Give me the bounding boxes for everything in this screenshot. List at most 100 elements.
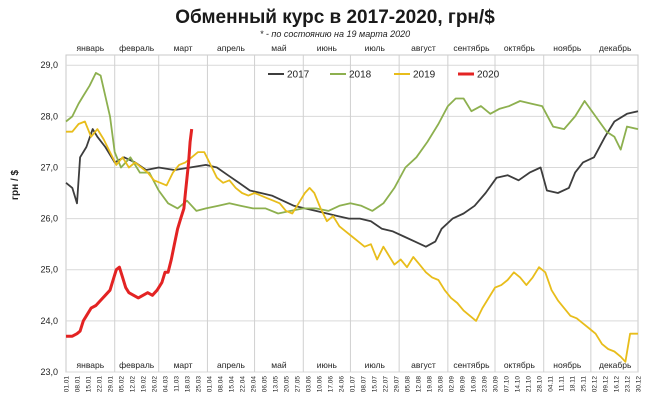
month-label-top: октябрь: [504, 43, 536, 53]
x-tick-label: 12.02: [130, 376, 137, 393]
y-tick-label: 26,0: [40, 214, 58, 224]
legend-label-2018: 2018: [349, 70, 372, 81]
x-tick-label: 19.08: [427, 376, 434, 393]
x-tick-label: 17.06: [328, 376, 335, 393]
y-axis-label: грн / $: [10, 169, 21, 200]
x-tick-label: 19.02: [141, 376, 148, 393]
grid: [65, 54, 639, 373]
month-labels-top: январь февраль март апрель май июнь июль август…: [77, 43, 632, 53]
month-label-top: декабрь: [599, 43, 632, 53]
x-tick-label: 21.10: [526, 376, 533, 393]
x-tick-label: 16.12: [614, 376, 621, 393]
x-tick-label: 25.11: [581, 376, 588, 392]
x-tick-label: 01.04: [207, 376, 214, 393]
x-tick-label: 04.11: [548, 376, 555, 392]
month-label-bottom: январь: [77, 360, 105, 370]
x-tick-label: 29.07: [394, 376, 401, 393]
month-labels-bottom: январь февраль март апрель май июнь июль август…: [77, 360, 632, 370]
plot-frame: [65, 54, 639, 373]
month-label-top: июнь: [317, 43, 338, 53]
x-tick-label: 09.12: [603, 376, 610, 393]
x-tick-label: 11.03: [174, 376, 181, 392]
month-label-top: сентябрь: [453, 43, 490, 53]
y-tick-label: 29,0: [40, 60, 58, 70]
y-tick-label: 25,0: [40, 265, 58, 275]
x-tick-label: 09.09: [460, 376, 467, 393]
x-tick-label: 07.10: [504, 376, 511, 393]
x-tick-label: 26.02: [152, 376, 159, 393]
x-tick-label: 08.01: [75, 376, 82, 393]
month-label-bottom: март: [174, 360, 193, 370]
month-label-bottom: июль: [365, 360, 386, 370]
x-tick-label: 03.06: [306, 376, 313, 393]
month-label-bottom: декабрь: [599, 360, 632, 370]
x-tick-label: 05.08: [405, 376, 412, 393]
legend-label-2020: 2020: [477, 70, 500, 81]
x-tick-labels: 01.01 08.01 15.01 22.01 29.01 05.02 12.02 19.02…: [64, 376, 643, 393]
month-label-bottom: февраль: [119, 360, 155, 370]
y-tick-labels: 23,0 24,0 25,0 26,0 27,0 28,0 29,0: [40, 60, 58, 377]
x-tick-label: 29.01: [108, 376, 115, 393]
x-tick-label: 15.01: [86, 376, 93, 393]
month-label-top: февраль: [119, 43, 155, 53]
series-lines: [65, 72, 639, 363]
legend: 2017 2018 2019 2020: [268, 70, 500, 81]
y-tick-label: 23,0: [40, 367, 58, 377]
chart-subtitle: * - по состоянию на 19 марта 2020: [260, 29, 410, 39]
series-line-2020: [66, 128, 194, 338]
x-tick-label: 29.04: [251, 376, 258, 393]
x-tick-label: 04.03: [163, 376, 170, 393]
month-label-bottom: ноябрь: [553, 360, 582, 370]
x-tick-label: 27.05: [295, 376, 302, 393]
x-tick-label: 12.08: [416, 376, 423, 393]
month-label-top: апрель: [217, 43, 245, 53]
month-label-top: январь: [77, 43, 105, 53]
x-tick-label: 23.12: [625, 376, 632, 393]
x-tick-label: 06.05: [262, 376, 269, 393]
x-tick-label: 25.03: [196, 376, 203, 393]
month-label-bottom: октябрь: [504, 360, 536, 370]
x-tick-label: 22.01: [97, 376, 104, 393]
x-tick-label: 22.07: [383, 376, 390, 393]
x-tick-label: 08.07: [361, 376, 368, 393]
y-tick-label: 28,0: [40, 111, 58, 121]
x-tick-label: 14.10: [515, 376, 522, 393]
x-tick-label: 01.07: [350, 376, 357, 393]
legend-label-2017: 2017: [287, 70, 310, 81]
x-tick-label: 24.06: [339, 376, 346, 393]
month-label-bottom: август: [411, 360, 436, 370]
y-tick-label: 27,0: [40, 162, 58, 172]
month-label-top: июль: [365, 43, 386, 53]
x-tick-label: 18.03: [185, 376, 192, 393]
x-tick-label: 28.10: [537, 376, 544, 393]
x-tick-label: 22.04: [240, 376, 247, 393]
x-tick-label: 05.02: [119, 376, 126, 393]
month-label-top: март: [174, 43, 193, 53]
month-label-bottom: апрель: [217, 360, 245, 370]
month-label-bottom: сентябрь: [453, 360, 490, 370]
x-tick-label: 30.09: [493, 376, 500, 393]
x-tick-label: 10.06: [317, 376, 324, 393]
x-tick-label: 23.09: [482, 376, 489, 393]
x-tick-label: 30.12: [636, 376, 643, 393]
x-tick-label: 02.09: [449, 376, 456, 393]
x-tick-label: 13.05: [273, 376, 280, 393]
month-label-bottom: июнь: [317, 360, 338, 370]
x-tick-label: 01.01: [64, 376, 71, 393]
legend-label-2019: 2019: [413, 70, 436, 81]
x-tick-label: 08.04: [218, 376, 225, 393]
month-label-bottom: май: [271, 360, 287, 370]
chart-title: Обменный курс в 2017-2020, грн/$: [175, 7, 495, 28]
x-tick-label: 16.09: [471, 376, 478, 393]
series-line-2018: [65, 72, 639, 215]
month-label-top: май: [271, 43, 287, 53]
x-tick-label: 15.04: [229, 376, 236, 393]
month-label-top: ноябрь: [553, 43, 582, 53]
month-label-top: август: [411, 43, 436, 53]
series-line-2019: [66, 120, 638, 363]
x-tick-label: 20.05: [284, 376, 291, 393]
x-tick-label: 02.12: [592, 376, 599, 393]
x-tick-label: 11.11: [559, 376, 566, 392]
x-tick-label: 26.08: [438, 376, 445, 393]
